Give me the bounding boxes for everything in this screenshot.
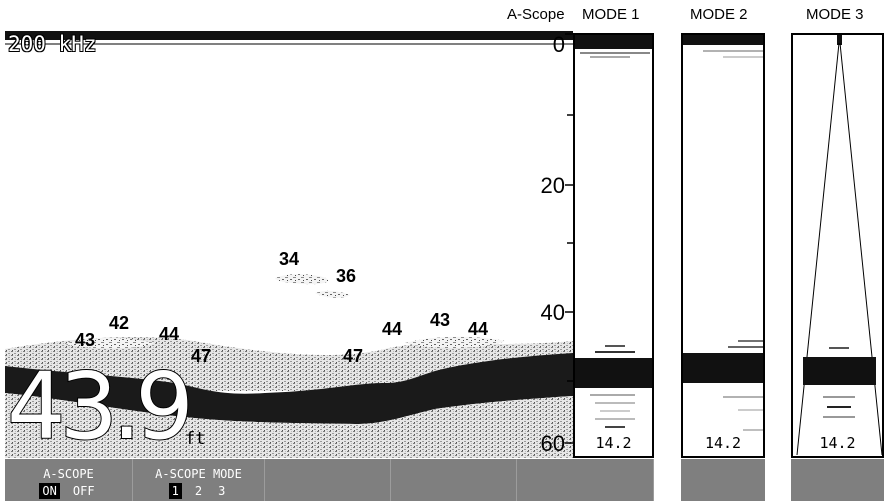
mode2-header-label: MODE 2 — [690, 6, 748, 23]
fish-echo-3 — [65, 337, 155, 349]
fish-depth-label: 44 — [159, 324, 180, 344]
surface-band — [5, 31, 573, 40]
ascope-mode-softkey[interactable]: A-SCOPE MODE 1 2 3 — [133, 459, 265, 501]
mode-2-option[interactable]: 2 — [194, 484, 203, 498]
echogram-canvas — [5, 31, 573, 458]
ascope-mode1-value: 14.2 — [595, 434, 632, 452]
depth-scale-label: 60 — [540, 431, 565, 456]
depth-scale-label: 40 — [540, 300, 565, 325]
bottom-sediment — [5, 393, 573, 458]
frequency-label: 200 kHz — [8, 32, 97, 56]
depth-scale-label: 20 — [540, 173, 565, 198]
fish-depth-label: 42 — [109, 313, 130, 333]
fish-depth-label: 47 — [343, 346, 364, 366]
fish-echo-2 — [315, 290, 350, 298]
softkey-mode3[interactable] — [791, 459, 884, 501]
bottom-echo-dark — [5, 353, 573, 424]
fish-depth-label: 43 — [75, 330, 96, 350]
softkey-3[interactable] — [265, 459, 391, 501]
fish-depth-label: 36 — [336, 266, 357, 286]
ascope-mode3-graph — [796, 35, 882, 456]
echogram-display: 200 kHz 34 36 42 43 44 47 47 44 43 44 43… — [5, 31, 573, 458]
ascope-off-option[interactable]: OFF — [72, 484, 95, 498]
ascope-mode3-value: 14.2 — [819, 434, 856, 452]
ascope-mode-title: A-SCOPE MODE — [155, 467, 242, 481]
ascope-mode1-panel: 14.2 — [573, 33, 654, 458]
fish-depth-label: 34 — [279, 249, 300, 269]
softkey-4[interactable] — [391, 459, 517, 501]
mode-1-option[interactable]: 1 — [168, 483, 182, 499]
depth-scale-ticks — [565, 33, 573, 444]
ascope-mode3-panel: 14.2 — [791, 33, 884, 458]
fish-depth-label: 43 — [430, 310, 451, 330]
depth-unit: ft — [185, 429, 206, 449]
fish-depth-label: 44 — [382, 319, 403, 339]
ascope-on-option[interactable]: ON — [39, 483, 60, 499]
ascope-mode1-graph — [575, 35, 652, 428]
fish-echo-1 — [275, 274, 329, 285]
mode-3-option[interactable]: 3 — [218, 484, 226, 498]
ascope-toggle-title: A-SCOPE — [43, 467, 94, 481]
fish-depth-label: 47 — [191, 346, 212, 366]
depth-readout: 43.9 — [6, 353, 195, 458]
softkey-5[interactable] — [517, 459, 654, 501]
fish-echo-4 — [405, 336, 505, 349]
mode3-header-label: MODE 3 — [806, 6, 864, 23]
mode1-header-label: MODE 1 — [582, 6, 640, 23]
ascope-header-label: A-Scope — [507, 6, 565, 23]
ascope-toggle-softkey[interactable]: A-SCOPE ON OFF — [5, 459, 133, 501]
ascope-mode2-panel: 14.2 — [681, 33, 765, 458]
depth-scale-label: 0 — [552, 32, 565, 57]
ascope-mode2-graph — [683, 35, 763, 431]
softkey-mode2[interactable] — [681, 459, 765, 501]
ascope-mode2-value: 14.2 — [704, 434, 742, 452]
fish-depth-label: 44 — [468, 319, 489, 339]
